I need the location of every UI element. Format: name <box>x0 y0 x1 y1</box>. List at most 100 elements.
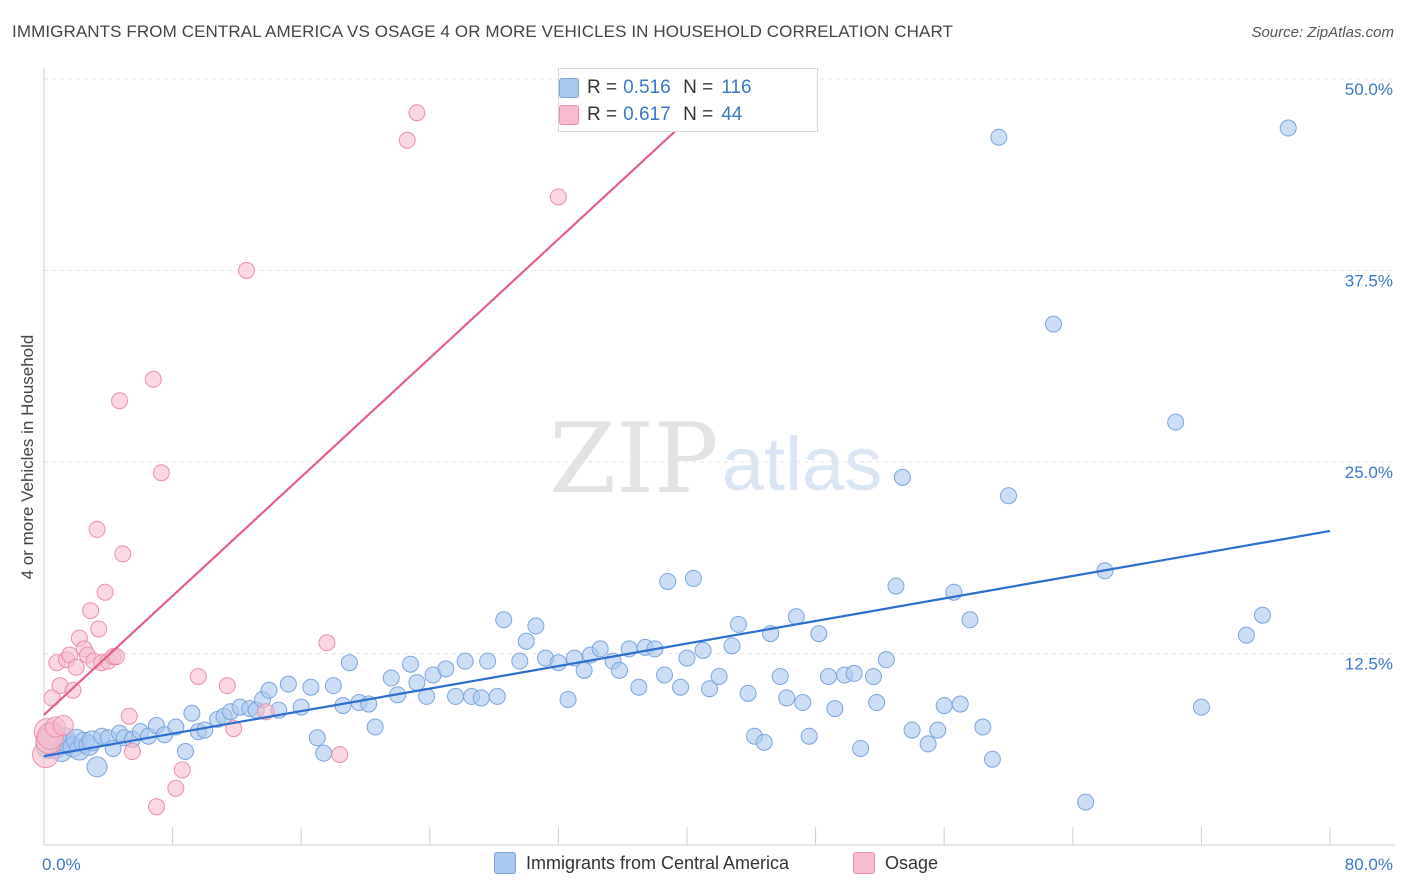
watermark-atlas: atlas <box>722 422 883 507</box>
data-point <box>218 677 236 695</box>
data-point <box>437 660 455 678</box>
data-point <box>591 640 609 658</box>
data-point <box>723 637 741 655</box>
data-point <box>196 721 214 739</box>
series-legend: Immigrants from Central America Osage <box>0 852 1406 878</box>
data-point <box>974 718 992 736</box>
data-point <box>173 761 191 779</box>
data-point <box>575 661 593 679</box>
data-point <box>308 729 326 747</box>
axes <box>43 68 1395 846</box>
data-point <box>527 617 545 635</box>
data-point <box>176 743 194 761</box>
data-point <box>1237 626 1255 644</box>
data-point <box>729 615 747 633</box>
data-point <box>755 733 773 751</box>
data-point <box>86 756 108 778</box>
data-point <box>279 675 297 693</box>
data-point <box>794 694 812 712</box>
data-point <box>167 779 185 797</box>
source-label: Source: ZipAtlas.com <box>1251 24 1394 41</box>
data-point <box>1192 698 1210 716</box>
data-point <box>408 104 426 122</box>
series-legend-label: Immigrants from Central America <box>526 852 790 873</box>
data-point <box>148 798 166 816</box>
data-point <box>152 464 170 482</box>
series-legend-immigrants: Immigrants from Central America <box>494 852 789 874</box>
data-point <box>302 678 320 696</box>
data-point <box>340 654 358 672</box>
data-point <box>511 652 529 670</box>
data-point <box>559 690 577 708</box>
data-point <box>517 632 535 650</box>
data-point <box>114 545 132 563</box>
data-point <box>144 370 162 388</box>
data-point <box>318 634 336 652</box>
data-point <box>167 718 185 736</box>
series-legend-label: Osage <box>885 852 939 873</box>
trend-line-osage <box>43 116 691 716</box>
data-point <box>710 667 728 685</box>
data-point <box>877 651 895 669</box>
data-point <box>456 652 474 670</box>
data-point <box>402 655 420 673</box>
data-point <box>495 611 513 629</box>
series-swatch-pink <box>853 852 875 874</box>
data-point <box>864 667 882 685</box>
data-point <box>1045 315 1063 333</box>
data-point <box>408 674 426 692</box>
data-point <box>1167 413 1185 431</box>
legend-n-value: 44 <box>721 104 743 125</box>
data-point <box>398 131 416 149</box>
data-point <box>238 262 256 279</box>
data-point <box>331 746 349 764</box>
data-point <box>120 707 138 725</box>
legend-r-label: R = <box>587 77 618 98</box>
data-point <box>845 664 863 682</box>
data-point <box>961 611 979 629</box>
data-point <box>67 658 85 676</box>
data-point <box>549 188 567 206</box>
data-point <box>260 681 278 699</box>
legend-swatch-blue <box>559 78 579 98</box>
data-point <box>1279 119 1297 137</box>
chart-title: IMMIGRANTS FROM CENTRAL AMERICA VS OSAGE… <box>12 22 953 41</box>
data-point <box>183 704 201 722</box>
data-point <box>324 677 342 695</box>
gridlines <box>44 78 1395 654</box>
data-point <box>655 666 673 684</box>
data-point <box>694 641 712 659</box>
trend-line-immigrants <box>43 529 1331 758</box>
data-point <box>189 667 207 685</box>
data-point <box>810 625 828 643</box>
data-point <box>868 694 886 712</box>
data-point <box>64 681 82 699</box>
series-osage-points <box>32 104 567 816</box>
data-point <box>90 620 108 638</box>
data-point <box>315 744 333 762</box>
data-point <box>739 684 757 702</box>
data-point <box>919 735 937 753</box>
tick-labels: 12.5% 25.0% 37.5% 50.0% 0.0% 80.0% <box>42 80 1393 874</box>
data-point <box>819 667 837 685</box>
watermark: ZIP atlas <box>549 403 882 515</box>
legend-n-label: N = <box>683 104 714 125</box>
data-point <box>447 687 465 705</box>
data-point <box>672 678 690 696</box>
data-point <box>479 652 497 670</box>
data-point <box>893 468 911 486</box>
legend-row-immigrants: R = 0.516 N = 116 <box>559 76 752 100</box>
legend-r-value: 0.516 <box>623 77 671 98</box>
data-point <box>52 715 74 737</box>
data-point <box>935 697 953 715</box>
data-point <box>111 392 129 410</box>
data-point <box>1077 793 1095 811</box>
data-point <box>771 667 789 685</box>
stats-legend: R = 0.516 N = 116 R = 0.617 N = 44 <box>558 68 818 132</box>
data-point <box>123 743 141 761</box>
data-point <box>990 128 1008 146</box>
data-point <box>951 695 969 713</box>
data-point <box>929 721 947 739</box>
data-point <box>701 680 719 698</box>
